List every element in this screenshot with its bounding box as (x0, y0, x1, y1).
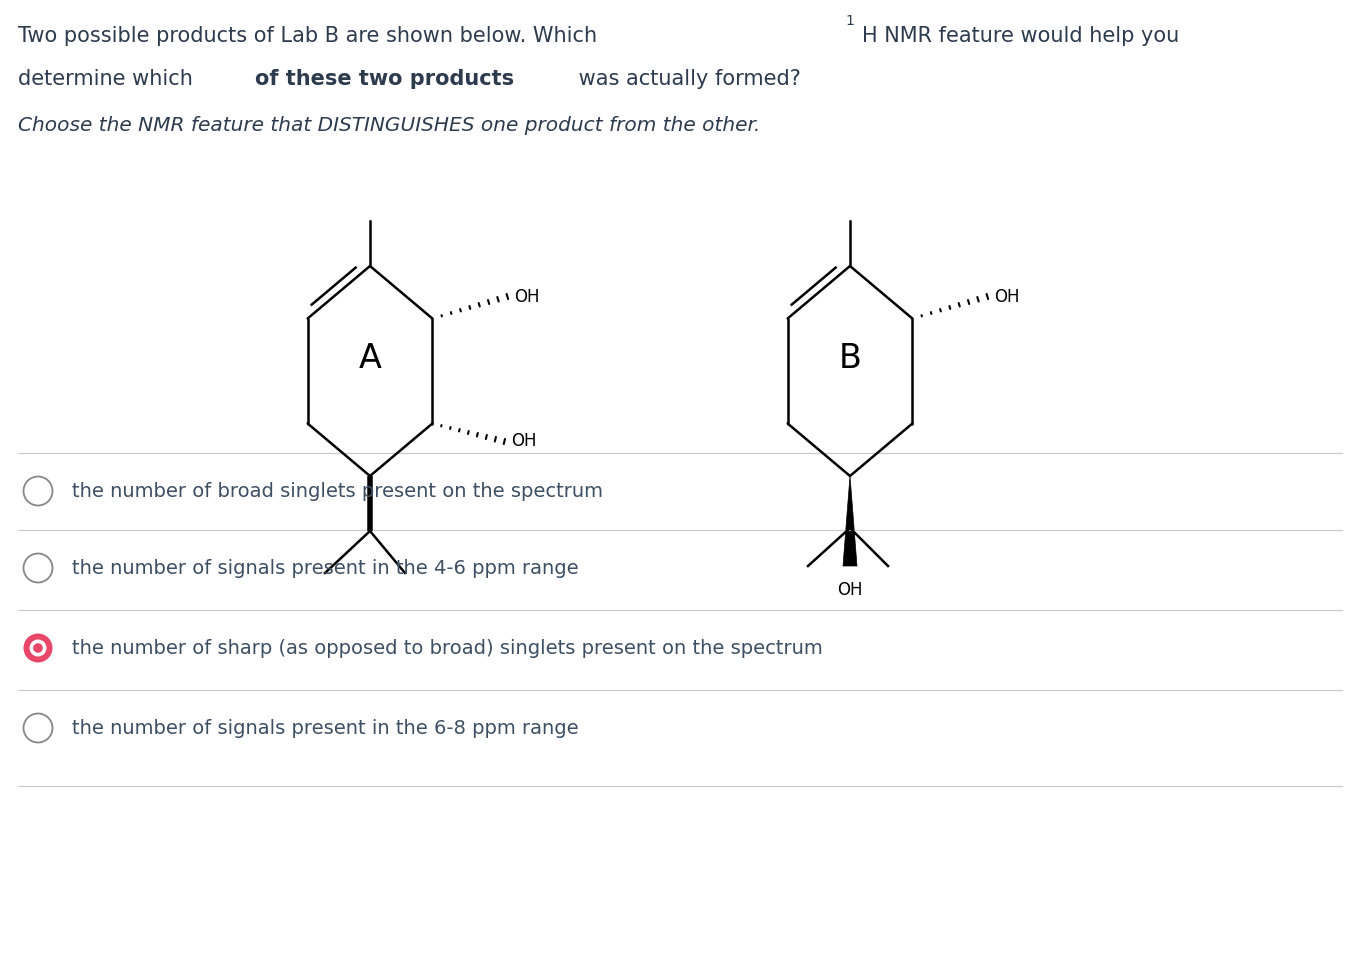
Text: of these two products: of these two products (254, 69, 514, 89)
Text: OH: OH (514, 288, 540, 306)
Text: B: B (839, 342, 861, 376)
Text: OH: OH (994, 288, 1020, 306)
Text: 1: 1 (845, 14, 854, 28)
Text: was actually formed?: was actually formed? (573, 69, 801, 89)
Text: determine which: determine which (18, 69, 200, 89)
Text: the number of signals present in the 6-8 ppm range: the number of signals present in the 6-8… (72, 719, 578, 737)
Text: the number of sharp (as opposed to broad) singlets present on the spectrum: the number of sharp (as opposed to broad… (72, 639, 823, 658)
Text: OH: OH (511, 432, 537, 450)
Circle shape (30, 640, 46, 657)
Text: the number of broad singlets present on the spectrum: the number of broad singlets present on … (72, 482, 602, 501)
Text: Two possible products of Lab B are shown below. Which: Two possible products of Lab B are shown… (18, 26, 604, 46)
Text: A: A (359, 342, 381, 376)
Circle shape (33, 643, 42, 653)
Circle shape (23, 476, 53, 506)
Polygon shape (843, 476, 857, 566)
Circle shape (23, 713, 53, 743)
Text: OH: OH (838, 581, 862, 599)
Circle shape (23, 634, 53, 663)
Text: H NMR feature would help you: H NMR feature would help you (862, 26, 1179, 46)
Text: Choose the NMR feature that DISTINGUISHES one product from the other.: Choose the NMR feature that DISTINGUISHE… (18, 116, 760, 135)
Text: the number of signals present in the 4-6 ppm range: the number of signals present in the 4-6… (72, 558, 578, 577)
Circle shape (23, 554, 53, 582)
